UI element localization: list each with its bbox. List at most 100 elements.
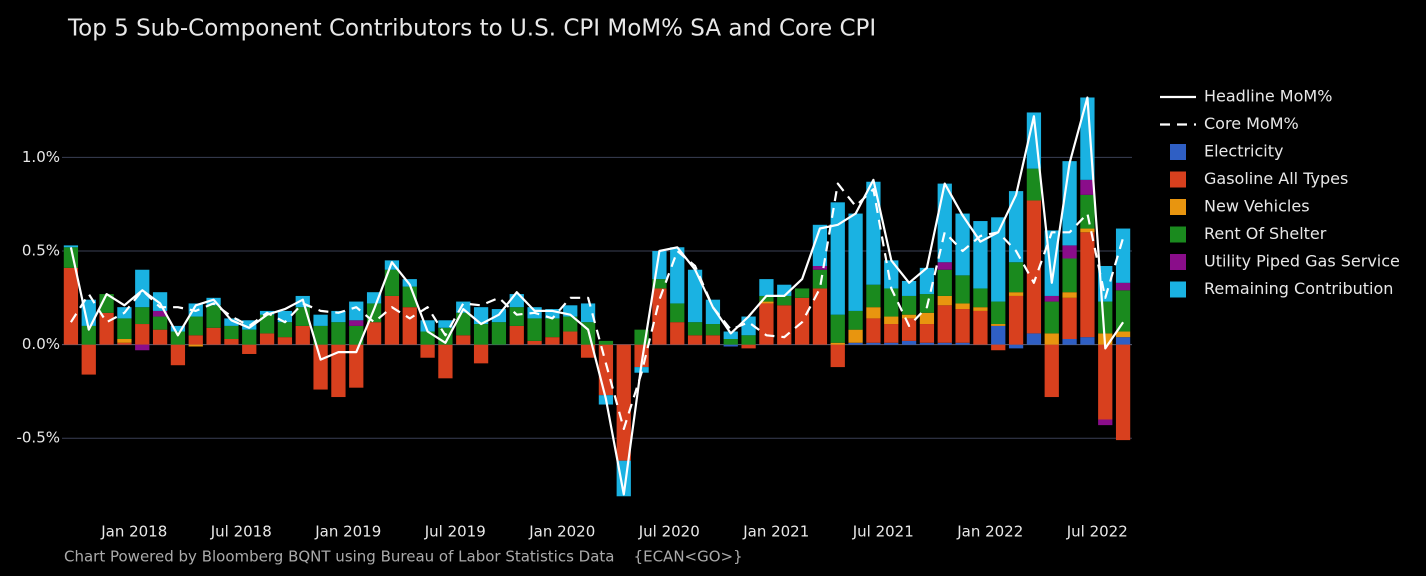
bar (687, 269, 703, 323)
bar (152, 316, 168, 330)
bar (135, 324, 150, 345)
bar (723, 331, 738, 340)
bar (866, 284, 881, 308)
bar (812, 224, 828, 266)
bar (991, 325, 1006, 345)
bar (349, 344, 364, 388)
bar (1080, 194, 1095, 229)
bar (973, 310, 988, 345)
bar (937, 342, 952, 345)
x-tick-label: Jan 2018 (100, 523, 167, 541)
line (69, 96, 1125, 496)
y-tick-label: 1.0% (22, 148, 60, 166)
bar (527, 340, 542, 345)
bar (1044, 344, 1059, 398)
line (69, 182, 1125, 430)
bar (331, 322, 346, 345)
bar (901, 280, 917, 296)
bar (1062, 245, 1077, 259)
bar (277, 337, 293, 345)
bar (527, 318, 542, 341)
bar (242, 344, 257, 354)
bars (63, 97, 1131, 497)
bar (188, 344, 203, 347)
bar (313, 325, 328, 345)
bar (955, 213, 970, 276)
bar (1062, 339, 1077, 345)
bar (420, 344, 435, 358)
bar (384, 295, 400, 345)
bar (777, 295, 792, 306)
bar (509, 325, 524, 345)
bar (901, 318, 917, 341)
y-tick-label: 0.0% (22, 335, 60, 353)
bar (777, 305, 792, 345)
x-tick-label: Jan 2020 (528, 523, 595, 541)
x-tick-label: Jul 2021 (852, 523, 914, 541)
bar (901, 314, 917, 319)
bar (135, 344, 150, 351)
legend-label: New Vehicles (1204, 197, 1310, 216)
bar (741, 344, 756, 349)
bar (652, 288, 667, 345)
bar (759, 303, 774, 345)
legend-swatch (1170, 281, 1186, 298)
bar (937, 295, 952, 306)
footer: Chart Powered by Bloomberg BQNT using Bu… (64, 548, 743, 566)
bar (884, 324, 899, 343)
bar (349, 320, 364, 326)
bar (1115, 228, 1131, 283)
bar (866, 342, 881, 345)
bar (991, 344, 1006, 351)
bar (366, 322, 382, 345)
bar (1062, 297, 1077, 340)
bar (670, 322, 685, 345)
bar (741, 335, 756, 345)
bar (955, 303, 970, 310)
bar (777, 284, 792, 296)
bar (955, 309, 970, 343)
bar (670, 303, 685, 323)
x-tick-label: Jul 2019 (424, 523, 486, 541)
bar (1044, 295, 1059, 302)
bar (384, 269, 400, 296)
bar (331, 310, 346, 323)
bar (456, 301, 471, 313)
bar (794, 297, 810, 345)
legend-swatch (1170, 226, 1186, 243)
bar (331, 344, 346, 398)
bar (973, 221, 988, 289)
bar (206, 327, 221, 345)
bar (1080, 337, 1095, 345)
bar (598, 344, 614, 396)
bar (545, 309, 560, 319)
legend-swatch (1170, 171, 1186, 188)
bar (1062, 258, 1077, 293)
bar (580, 303, 596, 323)
bar (224, 325, 239, 340)
y-tick-label: -0.5% (16, 429, 60, 447)
bar (117, 318, 132, 340)
bar (545, 318, 560, 338)
bar (848, 342, 863, 345)
labels: -0.5% 0.0% 0.5% 1.0% Jan 2018 Jul 2018 Jan 201… (16, 87, 1399, 541)
bar (687, 322, 703, 336)
bar (206, 297, 221, 306)
bar (563, 331, 578, 345)
bar (224, 318, 239, 326)
bar (812, 288, 828, 345)
bar (848, 329, 863, 343)
bar (812, 265, 828, 270)
bar (259, 333, 275, 345)
bar (313, 314, 328, 326)
bar (1115, 331, 1131, 338)
bar (1115, 282, 1131, 291)
bar (830, 342, 845, 345)
legend-swatch (1170, 144, 1186, 160)
bar (848, 213, 863, 311)
bar (705, 335, 721, 345)
legend-label: Gasoline All Types (1204, 169, 1348, 188)
bar (973, 288, 988, 308)
bar (1098, 419, 1113, 426)
bar (456, 312, 471, 336)
